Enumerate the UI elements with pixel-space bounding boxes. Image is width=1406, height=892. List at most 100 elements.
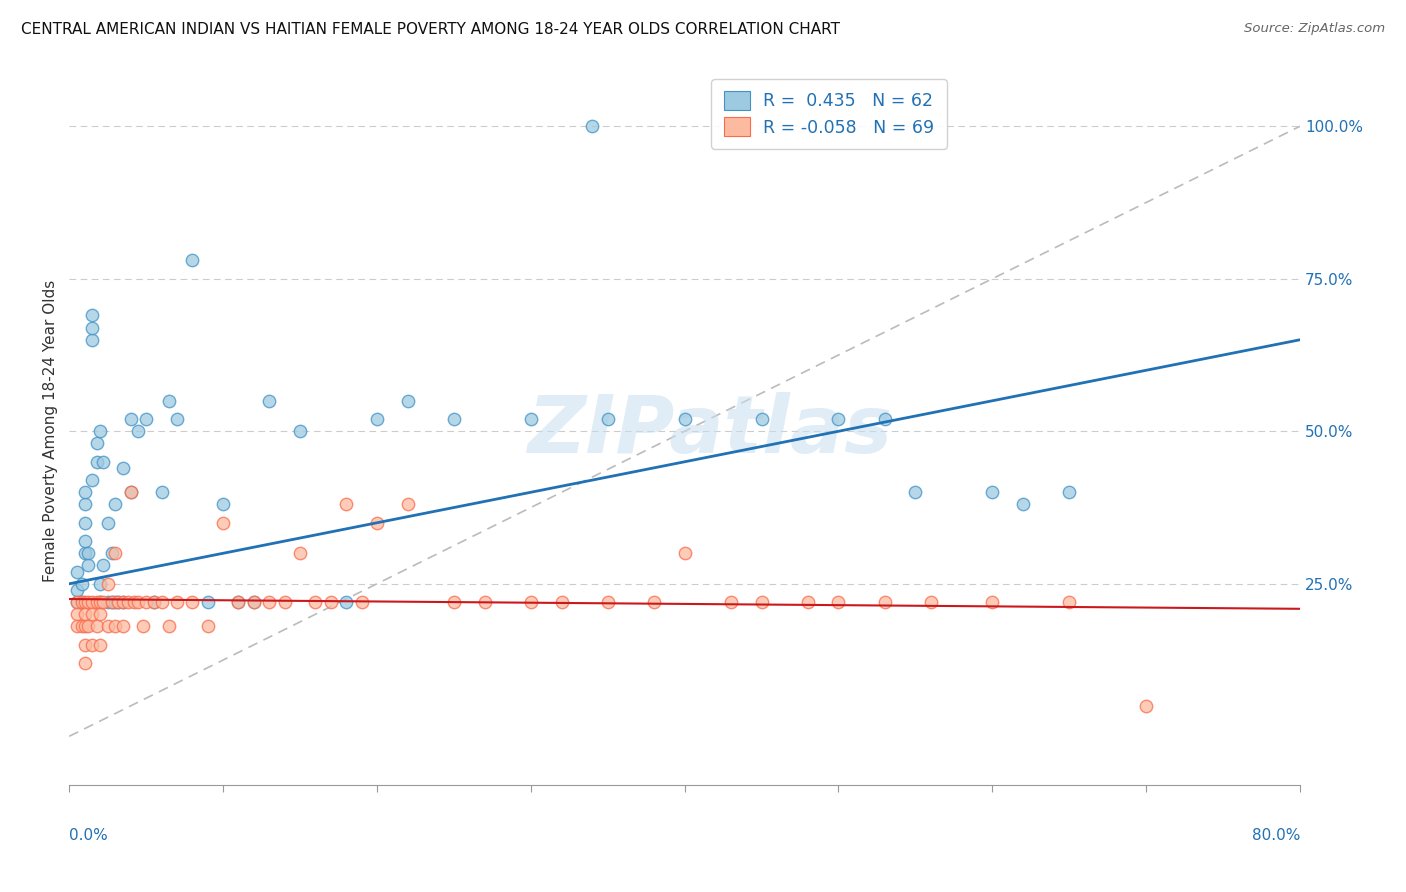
Point [197, 619, 219, 633]
Point [673, 546, 696, 560]
Point [228, 595, 250, 609]
Y-axis label: Female Poverty Among 18-24 Year Olds: Female Poverty Among 18-24 Year Olds [44, 280, 58, 582]
Point [66, 619, 89, 633]
Point [120, 412, 142, 426]
Text: ZIPatlas: ZIPatlas [527, 392, 891, 470]
Point [97, 595, 120, 609]
Point [97, 516, 120, 530]
Point [89, 595, 111, 609]
Point [91, 455, 114, 469]
Point [82, 309, 104, 323]
Point [104, 498, 127, 512]
Point [366, 412, 388, 426]
Point [443, 595, 465, 609]
Point [73, 619, 96, 633]
Point [104, 546, 127, 560]
Point [117, 595, 139, 609]
Point [86, 619, 108, 633]
Point [396, 498, 419, 512]
Point [101, 595, 124, 609]
Point [212, 498, 235, 512]
Point [1135, 698, 1157, 713]
Point [796, 595, 818, 609]
Point [1057, 485, 1080, 500]
Point [73, 595, 96, 609]
Point [257, 393, 280, 408]
Point [73, 485, 96, 500]
Point [228, 595, 250, 609]
Point [89, 576, 111, 591]
Point [920, 595, 942, 609]
Point [97, 619, 120, 633]
Point [66, 595, 89, 609]
Point [443, 412, 465, 426]
Point [82, 638, 104, 652]
Point [76, 619, 98, 633]
Point [520, 412, 543, 426]
Point [1057, 595, 1080, 609]
Point [70, 619, 93, 633]
Point [73, 534, 96, 549]
Point [66, 565, 89, 579]
Point [76, 595, 98, 609]
Text: 0.0%: 0.0% [69, 828, 108, 843]
Point [76, 546, 98, 560]
Point [86, 455, 108, 469]
Point [288, 546, 311, 560]
Point [873, 595, 896, 609]
Point [73, 498, 96, 512]
Point [366, 516, 388, 530]
Point [257, 595, 280, 609]
Point [73, 607, 96, 622]
Point [127, 595, 149, 609]
Point [70, 595, 93, 609]
Point [751, 412, 773, 426]
Point [396, 393, 419, 408]
Point [212, 516, 235, 530]
Point [73, 546, 96, 560]
Point [107, 595, 129, 609]
Text: Source: ZipAtlas.com: Source: ZipAtlas.com [1244, 22, 1385, 36]
Point [827, 412, 849, 426]
Point [135, 595, 157, 609]
Point [70, 595, 93, 609]
Point [89, 595, 111, 609]
Point [720, 595, 742, 609]
Point [166, 595, 188, 609]
Point [104, 619, 127, 633]
Point [112, 619, 135, 633]
Point [873, 412, 896, 426]
Point [89, 424, 111, 438]
Point [335, 595, 357, 609]
Point [319, 595, 342, 609]
Point [82, 473, 104, 487]
Point [673, 412, 696, 426]
Point [981, 595, 1004, 609]
Point [596, 412, 619, 426]
Point [142, 595, 165, 609]
Point [91, 595, 114, 609]
Point [350, 595, 373, 609]
Point [596, 595, 619, 609]
Point [112, 595, 135, 609]
Point [150, 485, 173, 500]
Point [66, 595, 89, 609]
Point [288, 424, 311, 438]
Point [166, 412, 188, 426]
Point [91, 558, 114, 573]
Point [73, 638, 96, 652]
Point [97, 576, 120, 591]
Point [273, 595, 295, 609]
Point [66, 607, 89, 622]
Legend: R =  0.435   N = 62, R = -0.058   N = 69: R = 0.435 N = 62, R = -0.058 N = 69 [711, 79, 946, 149]
Text: 80.0%: 80.0% [1251, 828, 1301, 843]
Point [76, 558, 98, 573]
Point [581, 120, 603, 134]
Point [122, 595, 145, 609]
Point [981, 485, 1004, 500]
Point [157, 619, 180, 633]
Point [142, 595, 165, 609]
Point [181, 253, 204, 268]
Point [120, 485, 142, 500]
Point [82, 595, 104, 609]
